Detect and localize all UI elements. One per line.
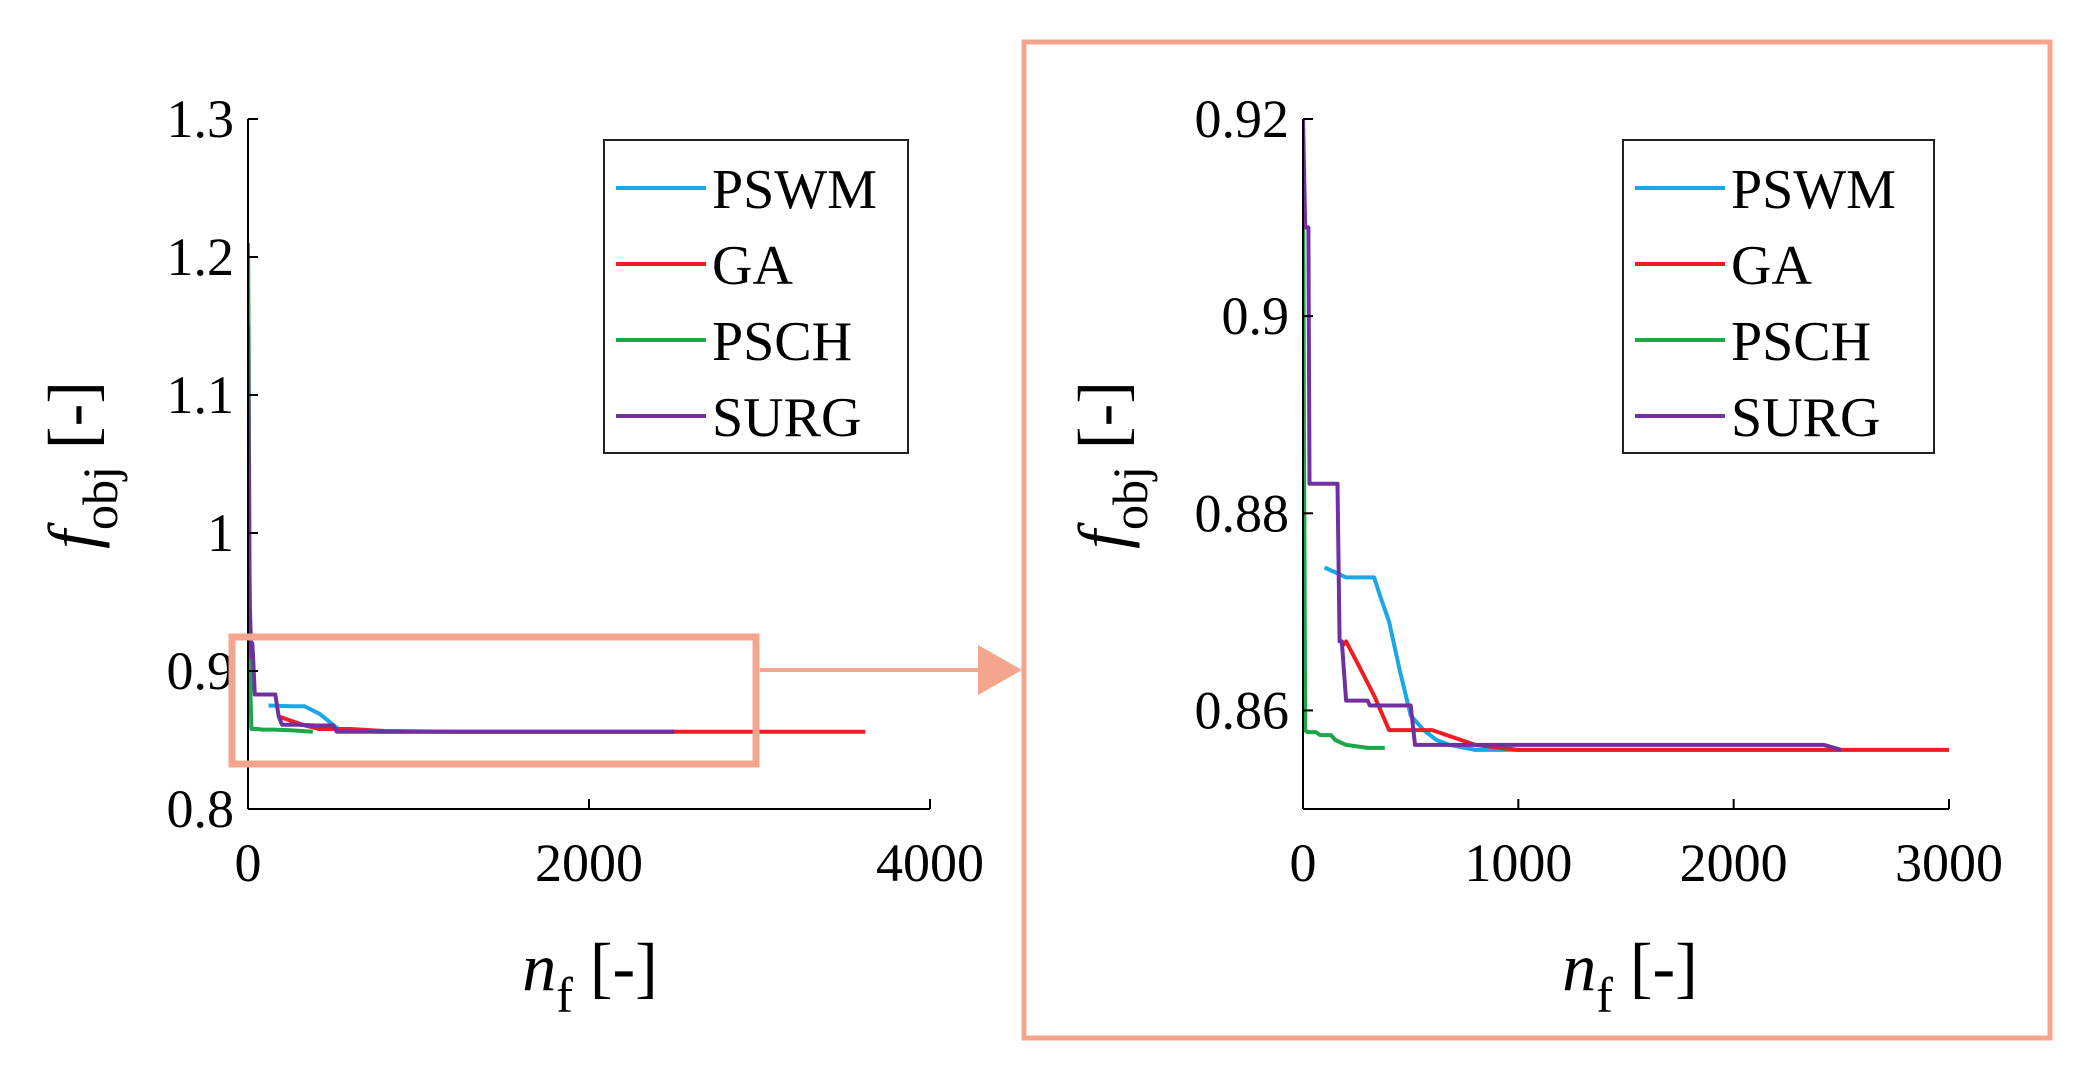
x-axis-label-subscript: f [556, 967, 573, 1023]
y-tick-label: 0.92 [1195, 89, 1290, 149]
y-axis-label: fobj [-] [1064, 381, 1158, 549]
series-line-surg [1303, 119, 1842, 752]
zoom-panel-frame [1021, 39, 2053, 1041]
x-tick-label: 0 [1290, 833, 1317, 893]
legend-label-surg: SURG [712, 387, 861, 449]
x-tick-label: 3000 [1895, 833, 2003, 893]
x-tick-label: 0 [235, 833, 262, 893]
axis-labels: nf [-]fobj [-] [34, 381, 658, 1023]
legend-label-psch: PSCH [1731, 311, 1871, 373]
tick-labels: 0 2000 4000 0.8 0.9 1 1.1 1.2 1.3 [167, 89, 985, 893]
x-axis-label-symbol: n [1562, 929, 1596, 1005]
y-tick-label: 1 [207, 503, 234, 563]
legend-label-surg: SURG [1731, 387, 1880, 449]
series-lines [1303, 119, 1949, 752]
zoom-arrow-head [978, 645, 1022, 695]
legend-label-pswm: PSWM [712, 159, 877, 221]
series-line-ga [1340, 639, 1949, 752]
y-axis-label-unit: [-] [1064, 381, 1140, 466]
x-tick-label: 4000 [876, 833, 984, 893]
x-axis-label: nf [-] [522, 929, 658, 1023]
series-line-psch [1303, 119, 1385, 750]
x-tick-label: 2000 [1680, 833, 1788, 893]
x-axis-label: nf [-] [1562, 929, 1698, 1023]
y-tick-label: 0.86 [1195, 680, 1290, 740]
y-tick-label: 1.2 [167, 227, 235, 287]
y-tick-label: 1.3 [167, 89, 235, 149]
x-axis-label-unit: [-] [1613, 929, 1698, 1005]
y-axis-label-unit: [-] [34, 381, 110, 466]
legend-box [603, 139, 909, 454]
y-tick-label: 1.1 [167, 365, 235, 425]
y-tick-label: 0.9 [167, 641, 235, 701]
series-lines [248, 243, 866, 734]
axis-labels: nf [-]fobj [-] [1064, 381, 1698, 1023]
legend-label-pswm: PSWM [1731, 159, 1896, 221]
legend-box [1622, 139, 1935, 454]
y-axis-label-subscript: obj [1102, 466, 1158, 530]
x-tick-label: 1000 [1464, 833, 1572, 893]
legend-label-psch: PSCH [712, 311, 852, 373]
y-axis-label-subscript: obj [72, 466, 128, 530]
series-line-ga [278, 714, 866, 734]
axes [247, 118, 931, 810]
legend: PSWM GA PSCH SURG [603, 139, 909, 454]
y-tick-label: 0.8 [167, 779, 235, 839]
zoom-indicator [228, 39, 2053, 1041]
x-axis-label-subscript: f [1596, 967, 1613, 1023]
axes [1302, 118, 1950, 810]
x-axis-label-unit: [-] [573, 929, 658, 1005]
x-tick-label: 2000 [535, 833, 643, 893]
series-line-psch [248, 243, 313, 734]
series-line-pswm [1323, 565, 1842, 752]
y-tick-label: 0.88 [1195, 483, 1290, 543]
legend: PSWM GA PSCH SURG [1622, 139, 1935, 454]
series-line-surg [248, 325, 675, 734]
tick-labels: 0 1000 2000 3000 0.86 0.88 0.9 0.92 [1195, 89, 2004, 893]
y-tick-label: 0.9 [1222, 286, 1290, 346]
legend-label-ga: GA [1731, 235, 1812, 297]
y-axis-label: fobj [-] [34, 381, 128, 549]
zoom-box [228, 633, 760, 768]
x-axis-label-symbol: n [522, 929, 556, 1005]
legend-label-ga: GA [712, 235, 793, 297]
